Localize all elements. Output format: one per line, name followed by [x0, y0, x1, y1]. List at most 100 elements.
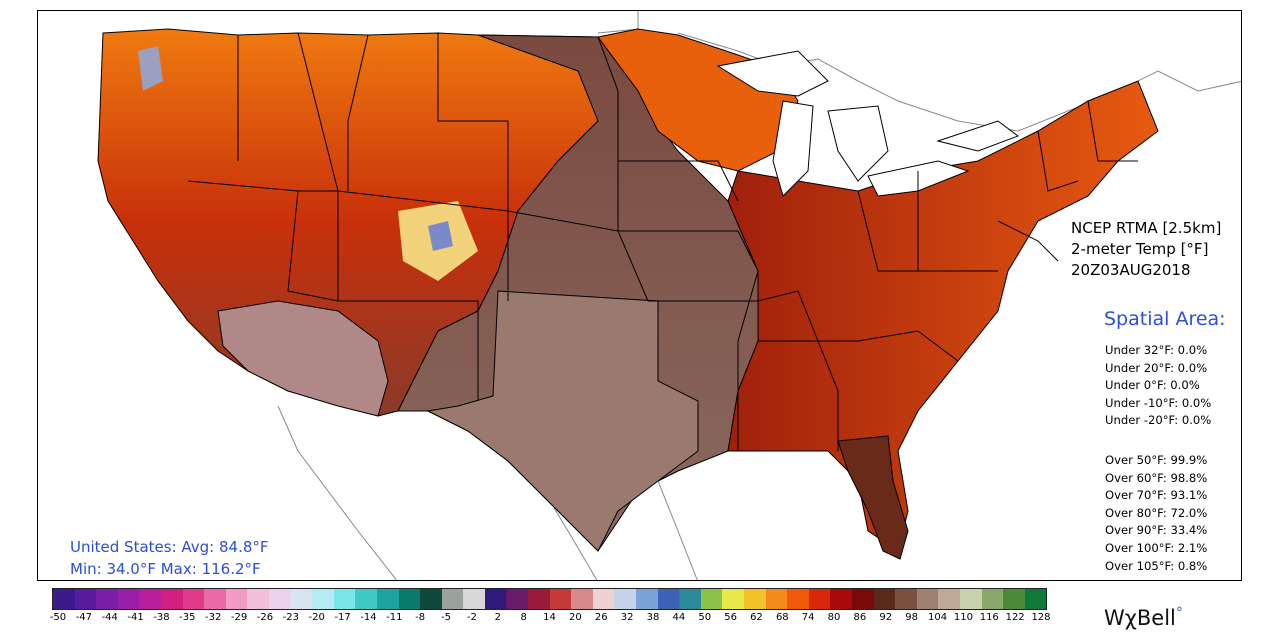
color-scale-segment	[290, 589, 313, 609]
map-frame	[37, 10, 1242, 581]
color-scale-segment	[53, 589, 75, 609]
color-scale-segment	[592, 589, 615, 609]
region-desert-sw	[217, 300, 389, 417]
color-scale-segment	[700, 589, 723, 609]
variable-name: 2-meter Temp [°F]	[1071, 240, 1209, 258]
color-scale-segment	[636, 589, 658, 609]
color-scale-segment	[873, 589, 896, 609]
color-scale-label: -32	[205, 612, 222, 623]
color-scale-label: 44	[672, 612, 686, 623]
color-scale-segment	[549, 589, 572, 609]
color-scale-segment	[679, 589, 701, 609]
color-scale-segment	[657, 589, 680, 609]
color-scale-segment	[420, 589, 442, 609]
under-threshold-list: Under 32°F: 0.0% Under 20°F: 0.0% Under …	[1105, 342, 1211, 430]
color-scale-segment	[463, 589, 485, 609]
color-scale-label: 20	[568, 612, 582, 623]
color-scale-label: 128	[1031, 612, 1051, 623]
color-scale-segment	[160, 589, 183, 609]
region-florida	[837, 435, 909, 560]
color-scale-label: 26	[594, 612, 608, 623]
brand-name: WχBell	[1104, 606, 1176, 630]
color-scale-segment	[333, 589, 356, 609]
color-scale-label: -38	[153, 612, 170, 623]
color-scale-label: 98	[905, 612, 919, 623]
color-scale-label: -17	[334, 612, 351, 623]
color-scale-label: 80	[827, 612, 841, 623]
color-scale-segment	[895, 589, 917, 609]
color-scale-label: -41	[127, 612, 144, 623]
color-scale-label: 116	[979, 612, 999, 623]
color-scale-segment	[1003, 589, 1025, 609]
color-scale-segment	[938, 589, 960, 609]
color-scale-segment	[355, 589, 377, 609]
color-scale-label: -47	[75, 612, 93, 623]
color-scale-segment	[722, 589, 744, 609]
color-scale-label: -35	[179, 612, 196, 623]
color-scale-label: -20	[308, 612, 325, 623]
over-80-stat: Over 80°F: 72.0%	[1105, 505, 1208, 520]
color-scale-segment	[851, 589, 874, 609]
product-name: NCEP RTMA [2.5km]	[1071, 219, 1222, 237]
us-average: United States: Avg: 84.8°F	[70, 538, 269, 556]
color-scale-label: -2	[466, 612, 477, 623]
over-60-stat: Over 60°F: 98.8%	[1105, 470, 1208, 485]
color-scale-label: -44	[101, 612, 118, 623]
cascade-peaks	[138, 46, 163, 91]
color-scale-segment	[528, 589, 550, 609]
color-scale-segment	[204, 589, 226, 609]
under-20-stat: Under 20°F: 0.0%	[1105, 360, 1208, 375]
over-50-stat: Over 50°F: 99.9%	[1105, 453, 1208, 467]
color-scale-segment	[268, 589, 291, 609]
color-scale-label: 50	[698, 612, 712, 623]
valid-time: 20Z03AUG2018	[1071, 261, 1191, 279]
color-scale-segment	[376, 589, 399, 609]
color-scale-segment	[484, 589, 507, 609]
color-scale-segment	[74, 589, 97, 609]
color-scale-segment	[614, 589, 637, 609]
color-scale-label: 38	[646, 612, 660, 623]
under-minus10-stat: Under -10°F: 0.0%	[1105, 395, 1212, 410]
color-scale-segment	[96, 589, 118, 609]
color-scale-label: 122	[1005, 612, 1025, 623]
color-scale-segment	[1024, 589, 1047, 609]
over-70-stat: Over 70°F: 93.1%	[1105, 488, 1208, 503]
color-scale-segment	[981, 589, 1004, 609]
color-scale-label: -8	[415, 612, 426, 623]
color-scale-segment	[744, 589, 766, 609]
brand-mark: °	[1175, 605, 1183, 621]
color-scale-label: 110	[953, 612, 973, 623]
color-scale-label: -23	[282, 612, 299, 623]
weatherbell-logo: WχBell°	[1104, 605, 1183, 630]
color-scale-bar	[52, 588, 1047, 610]
color-scale-label: 62	[750, 612, 763, 623]
color-scale-segment	[571, 589, 593, 609]
color-scale-segment	[787, 589, 809, 609]
under-0-stat: Under 0°F: 0.0%	[1105, 378, 1200, 393]
color-scale-labels: -50 -47 -44 -41 -38 -35 -32 -29 -26 -23 -20 -17 -14-…	[49, 612, 1051, 626]
color-scale-label: -5	[441, 612, 452, 623]
over-105-stat: Over 105°F: 0.8%	[1105, 558, 1208, 573]
color-scale-label: -14	[360, 612, 377, 623]
color-scale-label: 68	[775, 612, 789, 623]
color-scale-segment	[247, 589, 269, 609]
temperature-map	[38, 11, 1241, 580]
product-info: NCEP RTMA [2.5km] 2-meter Temp [°F] 20Z0…	[1071, 218, 1221, 281]
over-100-stat: Over 100°F: 2.1%	[1105, 540, 1208, 555]
color-scale-label: -11	[386, 612, 403, 623]
color-scale-segment	[182, 589, 205, 609]
color-scale-segment	[916, 589, 939, 609]
under-minus20-stat: Under -20°F: 0.0%	[1105, 413, 1212, 428]
color-scale-label: 8	[520, 612, 527, 623]
color-scale-label: -50	[49, 612, 67, 623]
color-scale-segment	[959, 589, 982, 609]
color-scale-segment	[225, 589, 248, 609]
rocky-peaks	[428, 221, 453, 251]
color-scale-label: 104	[927, 612, 948, 623]
color-scale-label: -26	[256, 612, 274, 623]
region-texas	[426, 290, 699, 552]
over-threshold-list: Over 50°F: 99.9% Over 60°F: 98.8% Over 7…	[1105, 452, 1207, 575]
over-90-stat: Over 90°F: 33.4%	[1105, 523, 1208, 538]
spatial-area-title: Spatial Area:	[1104, 308, 1226, 330]
color-scale-segment	[139, 589, 161, 609]
